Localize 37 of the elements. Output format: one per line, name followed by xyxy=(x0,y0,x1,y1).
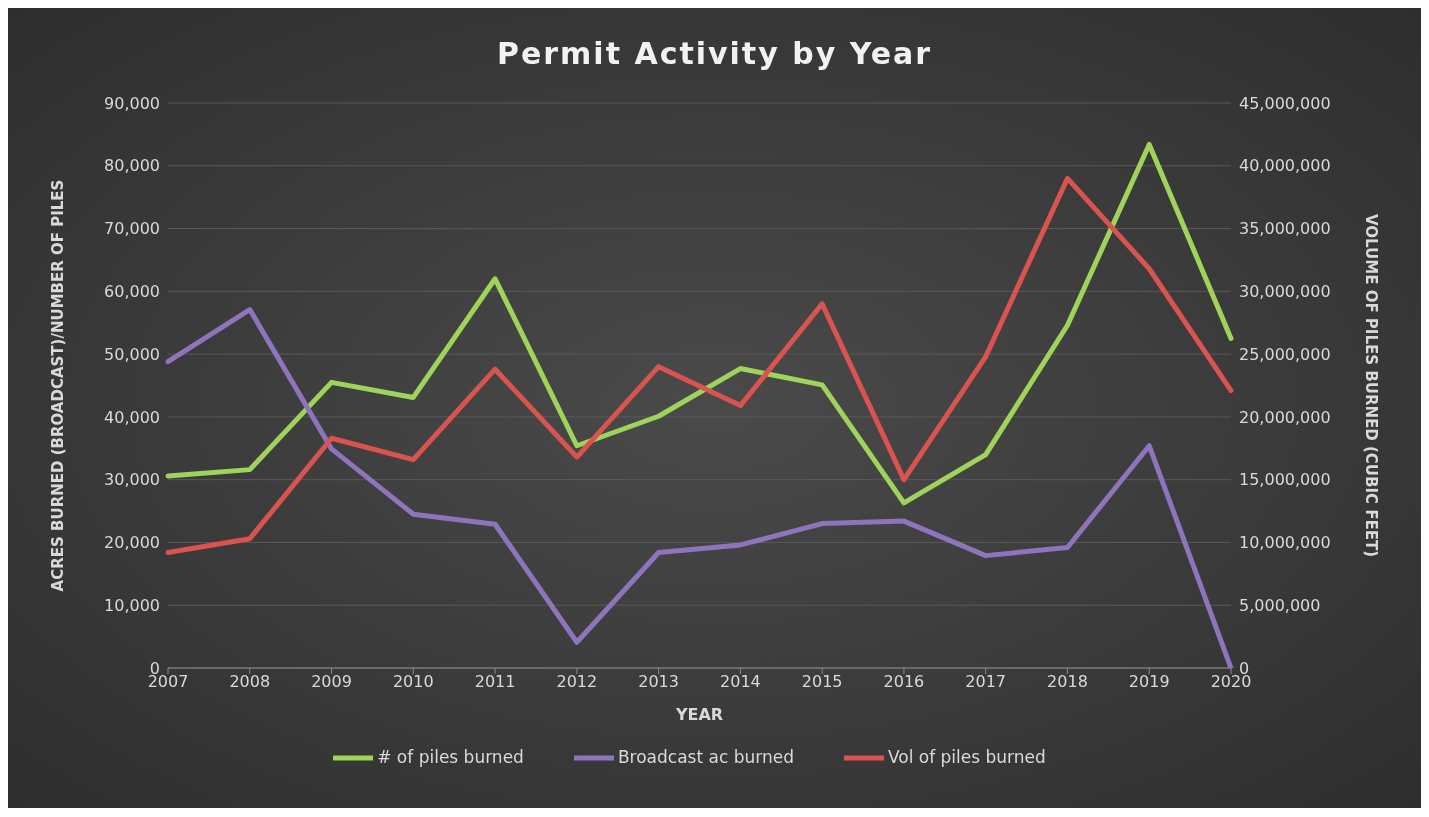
y2-tick-label: 40,000,000 xyxy=(1239,156,1331,176)
y2-axis-title: VOLUME OF PILES BURNED (CUBIC FEET) xyxy=(1361,213,1380,558)
x-tick-label: 2018 xyxy=(1047,672,1088,692)
x-tick-label: 2010 xyxy=(392,672,434,692)
chart-title: Permit Activity by Year xyxy=(495,36,934,71)
y-tick-label: 20,000 xyxy=(104,533,160,553)
y-tick-label: 70,000 xyxy=(104,219,160,239)
x-tick-label: 2012 xyxy=(556,672,598,692)
y-tick-label: 90,000 xyxy=(104,93,160,113)
x-tick-label: 2019 xyxy=(1128,672,1170,692)
x-tick-label: 2016 xyxy=(883,672,925,692)
y2-tick-label: 35,000,000 xyxy=(1239,219,1331,239)
y-tick-label: 10,000 xyxy=(104,595,160,615)
x-tick-label: 2009 xyxy=(311,672,352,692)
y2-tick-label: 30,000,000 xyxy=(1239,282,1331,302)
y-tick-label: 80,000 xyxy=(104,156,160,176)
y-tick-label: 40,000 xyxy=(104,407,160,427)
y-tick-label: 30,000 xyxy=(104,470,160,490)
x-tick-label: 2017 xyxy=(965,672,1007,692)
y-axis-title: ACRES BURNED (BROADCAST)/NUMBER OF PILES xyxy=(49,179,68,592)
y2-tick-label: 25,000,000 xyxy=(1239,344,1331,364)
y2-tick-label: 10,000,000 xyxy=(1239,533,1331,553)
x-tick-label: 2014 xyxy=(720,672,761,692)
y-tick-label: 60,000 xyxy=(104,282,160,302)
y2-tick-label: 15,000,000 xyxy=(1239,470,1331,490)
y2-tick-label: 45,000,000 xyxy=(1239,93,1331,113)
legend-label: Vol of piles burned xyxy=(887,746,1046,767)
x-tick-label: 2011 xyxy=(474,672,516,692)
legend-label: # of piles burned xyxy=(377,746,524,767)
y-tick-label: 50,000 xyxy=(104,344,160,364)
x-axis-title: YEAR xyxy=(674,705,724,724)
x-tick-label: 2013 xyxy=(638,672,679,692)
x-tick-label: 2015 xyxy=(801,672,843,692)
y2-tick-label: 5,000,000 xyxy=(1239,595,1321,615)
x-tick-label: 2008 xyxy=(229,672,271,692)
legend-label: Broadcast ac burned xyxy=(617,746,794,767)
y2-tick-label: 20,000,000 xyxy=(1239,407,1331,427)
